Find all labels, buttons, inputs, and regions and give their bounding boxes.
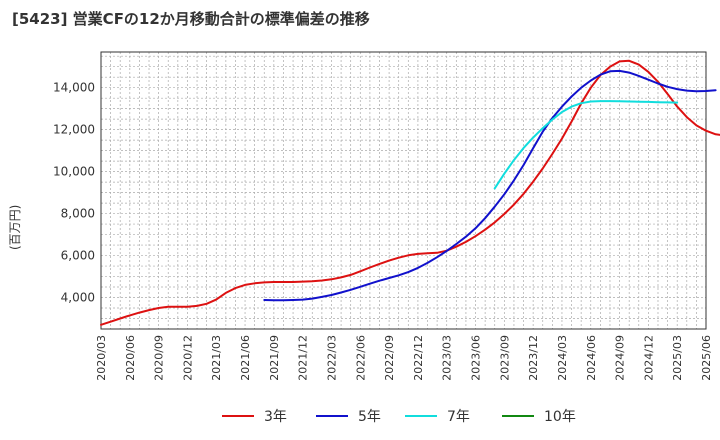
x-tick-label: 2025/06	[700, 335, 713, 381]
series-line-7年	[493, 100, 679, 190]
legend-label: 7年	[447, 409, 470, 425]
legend-swatch	[222, 415, 254, 417]
y-tick-label: 14,000	[53, 81, 95, 95]
legend-item: 5年	[316, 404, 381, 428]
x-tick-label: 2021/03	[210, 335, 223, 381]
x-tick-label: 2022/12	[412, 335, 425, 381]
x-tick-label: 2020/09	[153, 335, 166, 381]
series-line-3年	[100, 59, 720, 326]
x-tick-label: 2023/12	[527, 335, 540, 381]
x-tick-label: 2021/12	[297, 335, 310, 381]
legend-label: 3年	[264, 409, 287, 425]
chart-title: [5423] 営業CFの12か月移動合計の標準偏差の推移	[12, 10, 370, 28]
plot-border	[100, 51, 707, 330]
legend-swatch	[502, 415, 534, 417]
y-tick-label: 8,000	[61, 207, 95, 221]
x-tick-label: 2024/09	[614, 335, 627, 381]
y-tick-label: 6,000	[61, 249, 95, 263]
line-chart: 4,000 6,000 8,000 10,000 12,000 14,000 2020/03…	[53, 51, 720, 381]
x-tick-label: 2021/06	[239, 335, 252, 381]
x-tick-label: 2022/09	[383, 335, 396, 381]
x-tick-label: 2021/09	[268, 335, 281, 381]
y-tick-label: 10,000	[53, 165, 95, 179]
legend-label: 10年	[544, 409, 576, 425]
legend-item: 10年	[502, 404, 576, 428]
y-tick-label: 12,000	[53, 123, 95, 137]
x-tick-label: 2020/12	[181, 335, 194, 381]
x-tick-label: 2023/09	[498, 335, 511, 381]
x-tick-label: 2020/03	[95, 335, 108, 381]
x-tick-label: 2023/06	[470, 335, 483, 381]
x-tick-label: 2024/06	[585, 335, 598, 381]
chart-legend: 3年 5年 7年 10年	[0, 404, 720, 428]
x-tick-label: 2025/03	[671, 335, 684, 381]
x-tick-label: 2022/06	[354, 335, 367, 381]
legend-swatch	[405, 415, 437, 417]
legend-item: 7年	[405, 404, 470, 428]
x-tick-label: 2023/03	[441, 335, 454, 381]
legend-swatch	[316, 415, 348, 417]
x-tick-label: 2024/03	[556, 335, 569, 381]
x-tick-label: 2024/12	[642, 335, 655, 381]
legend-item: 3年	[222, 404, 287, 428]
y-tick-label: 4,000	[61, 291, 95, 305]
x-tick-label: 2020/06	[124, 335, 137, 381]
series-line-5年	[263, 69, 717, 302]
plot-area	[101, 52, 706, 329]
legend-label: 5年	[358, 409, 381, 425]
x-tick-label: 2022/03	[325, 335, 338, 381]
